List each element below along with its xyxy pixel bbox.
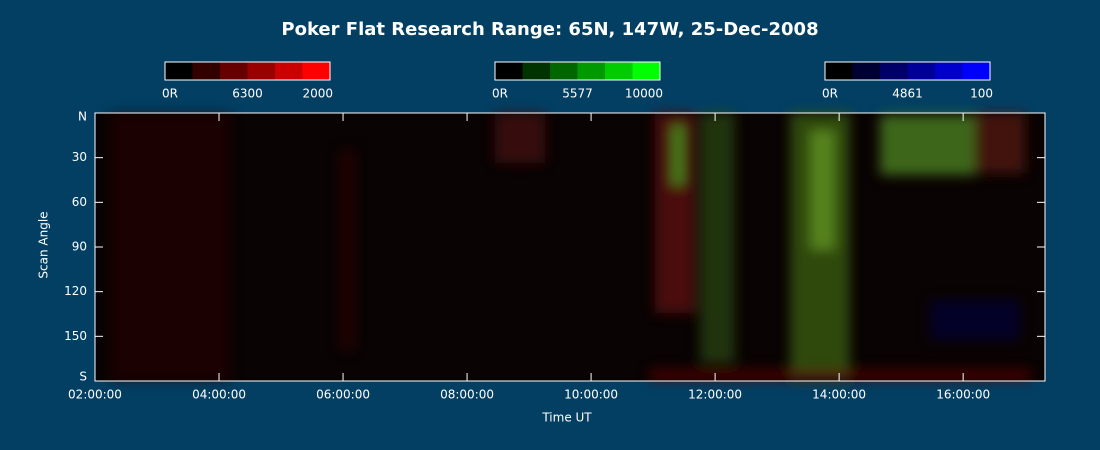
colorbar-swatch [550, 62, 578, 80]
colorbar-swatch [852, 62, 880, 80]
colorbar-swatch [495, 62, 523, 80]
y-tick-label: 60 [72, 195, 87, 209]
colorbar-swatch [192, 62, 220, 80]
y-tick-label: S [79, 370, 87, 384]
heatmap-image [95, 113, 1045, 381]
colorbar-swatch [275, 62, 303, 80]
colorbar-frame [824, 61, 991, 81]
colorbar-swatch [935, 62, 963, 80]
colorbar-tick-label: 2000 [302, 87, 333, 101]
colorbar-swatch [825, 62, 853, 80]
x-tick-label: 12:00:00 [688, 388, 742, 402]
colorbar-tick-label: 0R [162, 87, 178, 101]
colorbar-tick-label: 0R [492, 87, 508, 101]
colorbar-swatch [247, 62, 275, 80]
y-tick-label: N [78, 110, 87, 124]
colorbar-name: 5577 [562, 87, 593, 101]
y-tick-label: 150 [64, 329, 87, 343]
colorbar-frame [494, 61, 661, 81]
x-tick-label: 14:00:00 [812, 388, 866, 402]
colorbar-swatch [302, 62, 330, 80]
aurora-emission [110, 113, 1030, 381]
colorbar-frame [164, 61, 331, 81]
colorbar-swatch [632, 62, 660, 80]
y-tick-label: 90 [72, 240, 87, 254]
colorbar-name: 4861 [892, 87, 923, 101]
colorbar-swatch [577, 62, 605, 80]
colorbar-swatch [522, 62, 550, 80]
colorbar-name: 6300 [232, 87, 263, 101]
x-tick-label: 08:00:00 [440, 388, 494, 402]
x-tick-label: 04:00:00 [192, 388, 246, 402]
colorbar-tick-label: 0R [822, 87, 838, 101]
x-tick-label: 06:00:00 [316, 388, 370, 402]
x-tick-label: 02:00:00 [68, 388, 122, 402]
x-tick-label: 10:00:00 [564, 388, 618, 402]
chart-title: Poker Flat Research Range: 65N, 147W, 25… [281, 19, 818, 40]
y-tick-label: 30 [72, 150, 87, 164]
colorbar-tick-label: 10000 [625, 87, 663, 101]
x-axis-label: Time UT [541, 411, 592, 425]
colorbar-tick-label: 100 [970, 87, 993, 101]
colorbar-swatch [165, 62, 193, 80]
x-tick-label: 16:00:00 [936, 388, 990, 402]
y-tick-label: 120 [64, 284, 87, 298]
colorbar-swatch [605, 62, 633, 80]
colorbar-swatch [880, 62, 908, 80]
y-axis-label: Scan Angle [37, 211, 51, 278]
colorbar-swatch [962, 62, 990, 80]
colorbar-swatch [907, 62, 935, 80]
colorbar-swatch [220, 62, 248, 80]
